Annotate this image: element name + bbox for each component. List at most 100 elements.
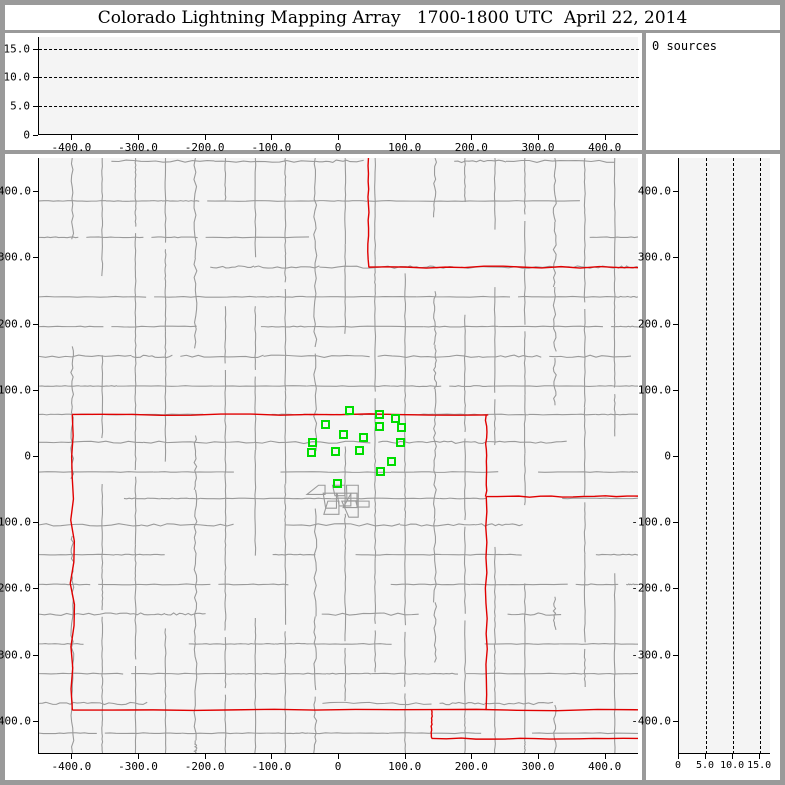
y-tickmark (673, 257, 678, 259)
y-tick-label: 0 (23, 128, 30, 142)
gridline-horizontal (39, 77, 639, 79)
y-tickmark (673, 654, 678, 656)
y-tick-label: -200.0 (631, 581, 671, 595)
y-tick-label: -300.0 (0, 648, 31, 662)
gridline-vertical (733, 158, 735, 754)
lightning-source-marker (307, 437, 317, 447)
panel-altitude-histogram: 0 5.0 10.0 15.0 -400.0 -300.0 -200.0 -100.0 0 100… (631, 154, 780, 780)
lightning-source-marker (390, 413, 400, 423)
panel-plan-view-map: -400.0 -300.0 -200.0 -100.0 0 100.0 200.0 300.0… (0, 154, 642, 780)
x-tickmark (338, 754, 339, 759)
x-tick-label: -200.0 (184, 760, 225, 773)
y-tick-label: 400.0 (637, 184, 671, 198)
x-tick-label: 15.0 (747, 760, 772, 771)
x-tick-label: -300.0 (118, 141, 158, 154)
y-tickmark (33, 48, 38, 50)
x-tick-label: 0 (334, 760, 342, 773)
y-tick-label: -300.0 (631, 648, 671, 662)
x-tick-label: -200.0 (184, 141, 225, 154)
x-tickmark (71, 754, 73, 759)
x-tickmark (271, 754, 273, 759)
x-tickmark (732, 754, 734, 759)
title-bar: Colorado Lightning Mapping Array 1700-18… (5, 5, 780, 30)
x-tick-label: 300.0 (521, 141, 555, 154)
page-title: Colorado Lightning Mapping Array 1700-18… (97, 7, 688, 28)
x-tickmark (538, 754, 539, 759)
x-tick-label: 0 (334, 141, 342, 154)
x-tickmark (404, 135, 406, 140)
gridline-horizontal (39, 48, 639, 50)
plot-area-altitude-histogram (678, 158, 770, 754)
y-tick-label: 200.0 (0, 317, 31, 331)
lightning-source-marker (338, 429, 348, 439)
y-tickmark (673, 323, 678, 325)
lightning-source-marker (374, 421, 384, 431)
x-tick-label: 100.0 (388, 760, 422, 773)
lightning-source-marker (332, 479, 342, 489)
gridline-vertical (760, 158, 762, 754)
x-tickmark (204, 754, 206, 759)
y-tick-label: 10.0 (3, 70, 31, 84)
x-tick-label: -400.0 (51, 141, 92, 154)
y-tickmark (33, 257, 38, 259)
y-tickmark (673, 456, 678, 457)
x-tickmark (404, 754, 406, 759)
x-tick-label: -100.0 (251, 141, 292, 154)
plot-area-map (38, 158, 638, 754)
x-tickmark (604, 754, 606, 759)
panel-time-altitude: 0 5.0 10.0 15.0 -400.0 -300.0 -200.0 -100.0 0 100… (3, 33, 642, 154)
y-tickmark (33, 654, 38, 656)
y-tick-label: 300.0 (0, 250, 31, 264)
x-tickmark (471, 135, 473, 140)
gridline-vertical (706, 158, 708, 754)
y-tick-label: -100.0 (631, 515, 671, 529)
lightning-source-marker (355, 446, 365, 456)
lightning-source-marker (396, 423, 406, 433)
y-tickmark (33, 456, 38, 457)
x-tickmark (138, 135, 139, 140)
x-tickmark (759, 754, 761, 759)
lightning-source-marker (395, 437, 405, 447)
y-tickmark (33, 106, 38, 108)
y-tickmark (33, 191, 38, 193)
y-tickmark (673, 522, 678, 524)
lightning-source-marker (320, 419, 330, 429)
lightning-source-marker (375, 467, 385, 477)
y-tickmark (33, 77, 38, 79)
y-tick-label: -200.0 (0, 581, 31, 595)
y-tickmark (33, 588, 38, 590)
x-tickmark (538, 135, 539, 140)
x-tickmark (604, 135, 606, 140)
y-tickmark (673, 720, 678, 722)
map-geography (39, 158, 638, 753)
y-tick-label: -100.0 (0, 515, 31, 529)
y-tickmark (33, 135, 38, 136)
x-tick-label: -400.0 (51, 760, 92, 773)
x-tick-label: 0 (674, 760, 682, 771)
lightning-source-marker (358, 432, 368, 442)
plot-area-time-altitude (38, 37, 639, 135)
x-tickmark (138, 754, 139, 759)
lightning-source-marker (344, 406, 354, 416)
gridline-horizontal (39, 106, 639, 108)
x-tick-label: 200.0 (454, 141, 488, 154)
y-tickmark (33, 720, 38, 722)
y-tickmark (673, 588, 678, 590)
y-tick-label: 5.0 (10, 99, 30, 113)
x-tick-label: 100.0 (388, 141, 422, 154)
y-tick-label: 100.0 (0, 383, 31, 397)
x-tick-label: 400.0 (588, 760, 622, 773)
x-tick-label: 200.0 (454, 760, 488, 773)
lightning-source-marker (386, 456, 396, 466)
x-tickmark (204, 135, 206, 140)
y-tickmark (33, 522, 38, 524)
x-tick-label: 300.0 (521, 760, 555, 773)
x-tick-label: -300.0 (118, 760, 158, 773)
y-tick-label: 15.0 (3, 42, 31, 56)
y-tick-label: 200.0 (637, 317, 671, 331)
y-tick-label: 100.0 (637, 383, 671, 397)
x-tick-label: 10.0 (720, 760, 745, 771)
x-tick-label: -100.0 (251, 760, 292, 773)
y-tickmark (673, 389, 678, 391)
y-tick-label: 300.0 (637, 250, 671, 264)
